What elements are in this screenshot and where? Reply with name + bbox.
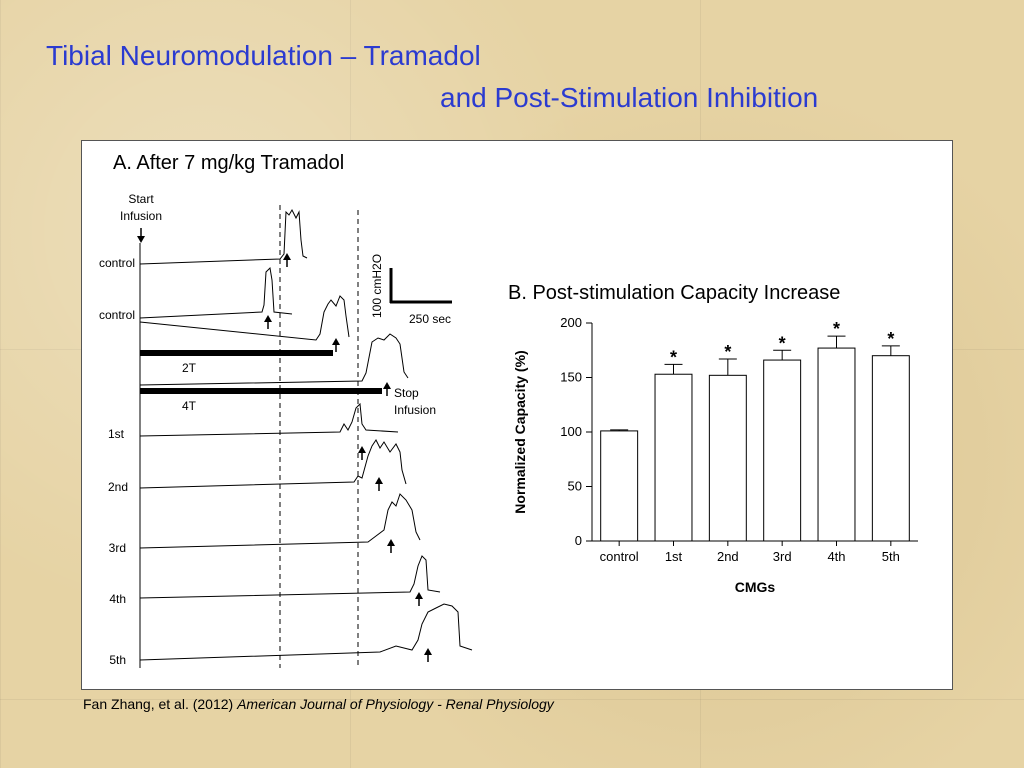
void-arrow-icon xyxy=(383,382,391,396)
start-arrow-icon xyxy=(137,228,145,243)
trace-5th xyxy=(139,603,473,661)
trace-label-control-2: control xyxy=(99,308,135,322)
significance-marker: * xyxy=(833,319,840,339)
stim-label-4T: 4T xyxy=(182,399,197,413)
y-tick-label: 150 xyxy=(560,370,582,385)
capacity-bar-chart: 0 50 100 150 200 * * * * * control 1st 2nd 3rd 4th 5t… xyxy=(512,315,918,595)
x-axis-label: CMGs xyxy=(735,579,776,595)
void-arrow-icon xyxy=(264,315,272,329)
trace-4T xyxy=(139,333,409,386)
trace-label-1st: 1st xyxy=(108,427,125,441)
trace-label-4th: 4th xyxy=(109,592,126,606)
trace-3rd xyxy=(139,493,421,549)
void-arrow-icon xyxy=(283,253,291,267)
y-tick-label: 100 xyxy=(560,424,582,439)
trace-1st xyxy=(139,402,399,437)
panel-a-title: A. After 7 mg/kg Tramadol xyxy=(113,152,345,174)
y-axis-label: Normalized Capacity (%) xyxy=(512,350,528,513)
void-arrow-icon xyxy=(387,539,395,553)
bar-control xyxy=(600,430,639,542)
trace-control-1 xyxy=(139,208,308,265)
stop-label-2: Infusion xyxy=(394,403,436,417)
citation-journal: American Journal of Physiology - Renal P… xyxy=(237,696,554,712)
trace-label-control-1: control xyxy=(99,256,135,270)
stim-bar-4T xyxy=(140,388,382,394)
significance-marker: * xyxy=(724,342,731,362)
citation: Fan Zhang, et al. (2012) American Journa… xyxy=(83,696,554,712)
bar-5th xyxy=(871,355,910,542)
void-arrow-icon xyxy=(415,592,423,606)
void-arrow-icon xyxy=(375,477,383,491)
trace-4th xyxy=(139,555,441,599)
start-label-2: Infusion xyxy=(120,209,162,223)
trace-2T xyxy=(139,295,350,341)
figure-panel xyxy=(81,140,953,690)
bar-3rd xyxy=(763,359,802,542)
x-tick-label-control: control xyxy=(600,549,639,564)
panel-a-traces: Start Infusion control control 1st 2nd 3… xyxy=(99,192,473,668)
bar-1st xyxy=(654,373,693,542)
scale-pressure-label: 100 cmH2O xyxy=(370,254,384,318)
x-tick-label-4th: 4th xyxy=(827,549,845,564)
trace-2nd xyxy=(139,439,407,489)
x-tick-label-3rd: 3rd xyxy=(773,549,792,564)
panel-b-title: B. Post-stimulation Capacity Increase xyxy=(508,282,841,304)
scale-bar: 100 cmH2O 250 sec xyxy=(370,254,452,326)
trace-control-2 xyxy=(139,266,293,319)
stop-label-1: Stop xyxy=(394,386,419,400)
void-arrow-icon xyxy=(358,446,366,460)
significance-marker: * xyxy=(779,333,786,353)
void-arrow-icon xyxy=(424,648,432,662)
start-label-1: Start xyxy=(128,192,154,206)
trace-label-2nd: 2nd xyxy=(108,480,128,494)
stim-bar-2T xyxy=(140,350,333,356)
x-tick-label-5th: 5th xyxy=(882,549,900,564)
y-tick-label: 0 xyxy=(575,533,582,548)
bar-4th xyxy=(817,347,856,542)
void-arrow-icon xyxy=(332,338,340,352)
y-tick-label: 200 xyxy=(560,315,582,330)
slide-title-line1: Tibial Neuromodulation – Tramadol xyxy=(46,40,481,71)
significance-marker: * xyxy=(670,347,677,367)
x-tick-label-2nd: 2nd xyxy=(717,549,739,564)
trace-label-3rd: 3rd xyxy=(109,541,126,555)
y-tick-label: 50 xyxy=(568,479,582,494)
bar-2nd xyxy=(708,374,747,542)
citation-authors: Fan Zhang, et al. (2012) xyxy=(83,696,234,712)
significance-marker: * xyxy=(887,329,894,349)
trace-label-5th: 5th xyxy=(109,653,126,667)
stim-label-2T: 2T xyxy=(182,361,197,375)
slide-title-line2: and Post-Stimulation Inhibition xyxy=(440,82,819,113)
scale-time-label: 250 sec xyxy=(409,312,451,326)
x-tick-label-1st: 1st xyxy=(665,549,683,564)
